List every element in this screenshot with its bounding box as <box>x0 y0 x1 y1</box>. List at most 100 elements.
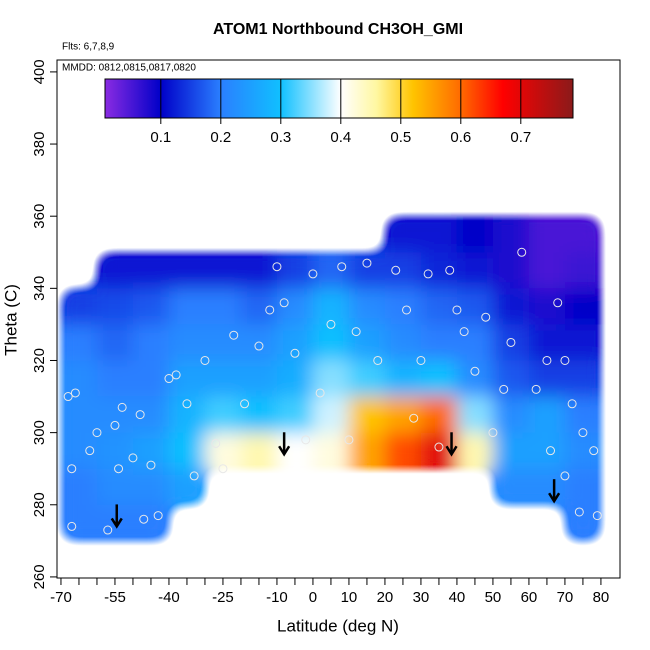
observation-point <box>470 366 480 376</box>
heat-cell <box>384 252 422 289</box>
heat-cell <box>528 468 566 506</box>
observation-point <box>373 355 383 365</box>
heat-cell <box>96 252 134 289</box>
arrow-head <box>278 445 291 457</box>
observation-point <box>171 370 181 380</box>
heat-cell <box>204 396 242 434</box>
observation-point <box>114 464 124 474</box>
y-tick-label: 380 <box>31 132 48 157</box>
heat-cell <box>240 396 278 434</box>
observation-point <box>229 330 239 340</box>
observation-point <box>553 298 563 308</box>
observation-point <box>182 399 192 409</box>
heat-cell <box>384 432 422 470</box>
observation-point <box>402 305 412 315</box>
observation-point <box>445 265 455 275</box>
observation-point <box>128 453 138 463</box>
heat-cell <box>204 252 242 289</box>
heat-cell <box>420 288 458 325</box>
observation-point <box>67 464 77 474</box>
colorbar <box>104 78 574 119</box>
observation-point <box>92 428 102 438</box>
x-tick-label: -55 <box>104 589 126 606</box>
heat-cell <box>312 432 350 470</box>
observation-point <box>67 521 77 531</box>
observation-point <box>279 298 289 308</box>
heat-cell <box>204 432 242 470</box>
observation-point <box>254 341 264 351</box>
heat-cell <box>456 288 494 325</box>
heat-cell <box>312 288 350 325</box>
observation-point <box>200 355 210 365</box>
observation-point <box>589 446 599 456</box>
heat-cell <box>168 396 206 434</box>
arrow <box>278 432 291 457</box>
y-tick-label: 320 <box>31 348 48 373</box>
colorbar-tick-label: 0.3 <box>270 129 291 146</box>
colorbar-tick-label: 0.6 <box>450 129 471 146</box>
arrow-head <box>548 492 561 504</box>
observation-point <box>416 355 426 365</box>
heat-cell <box>420 360 458 398</box>
heat-cell <box>132 468 170 506</box>
observation-point <box>362 258 372 268</box>
colorbar-tick-label: 0.1 <box>150 129 171 146</box>
heat-cell <box>60 288 98 325</box>
x-tick-label: 70 <box>557 589 574 606</box>
x-tick-label: -40 <box>158 589 180 606</box>
observation-point <box>423 269 433 279</box>
heat-cell <box>456 432 494 470</box>
heat-cell <box>564 360 602 398</box>
x-tick-label: 10 <box>341 589 358 606</box>
observation-point <box>459 327 469 337</box>
observation-point <box>560 471 570 481</box>
heat-cell <box>168 468 206 506</box>
subtitle: Flts: 6,7,8,9 <box>62 42 115 53</box>
heat-cell <box>492 432 530 470</box>
heat-cell <box>528 360 566 398</box>
x-tick-label: -70 <box>50 589 72 606</box>
heat-cell <box>96 396 134 434</box>
heat-cell <box>132 324 170 361</box>
observation-point <box>146 460 156 470</box>
heat-cell <box>96 288 134 325</box>
observation-point <box>315 388 325 398</box>
heat-cell <box>492 252 530 289</box>
heat-cell <box>456 324 494 361</box>
heat-cell <box>132 504 170 542</box>
arrow <box>548 479 561 504</box>
x-tick-label: 0 <box>309 589 317 606</box>
heat-cell <box>456 252 494 289</box>
heat-cell <box>312 396 350 434</box>
observation-point <box>517 247 527 257</box>
observation-point <box>326 319 336 329</box>
heat-cell <box>564 288 602 325</box>
y-tick-label: 340 <box>31 276 48 301</box>
y-axis-label: Theta (C) <box>1 284 20 356</box>
observation-point <box>506 337 516 347</box>
y-tick-label: 400 <box>31 59 48 84</box>
heat-cell <box>240 360 278 398</box>
x-tick-label: -25 <box>212 589 234 606</box>
annotation: MMDD: 0812,0815,0817,0820 <box>62 63 196 74</box>
observation-point <box>164 374 174 384</box>
heat-cell <box>348 360 386 398</box>
observation-point <box>488 428 498 438</box>
heat-cell <box>60 468 98 506</box>
observation-point <box>344 435 354 445</box>
heat-cell <box>456 360 494 398</box>
observation-point <box>240 399 250 409</box>
x-tick-label: 80 <box>593 589 610 606</box>
observation-point <box>218 464 228 474</box>
observation-point <box>189 471 199 481</box>
observation-point <box>546 446 556 456</box>
x-tick-label: -10 <box>266 589 288 606</box>
observation-point <box>574 507 584 517</box>
heat-cell <box>132 360 170 398</box>
heat-cell <box>348 324 386 361</box>
y-tick-label: 280 <box>31 492 48 517</box>
y-tick-label: 260 <box>31 564 48 589</box>
heat-cell <box>204 288 242 325</box>
heat-cell <box>60 504 98 542</box>
x-tick-label: 40 <box>449 589 466 606</box>
